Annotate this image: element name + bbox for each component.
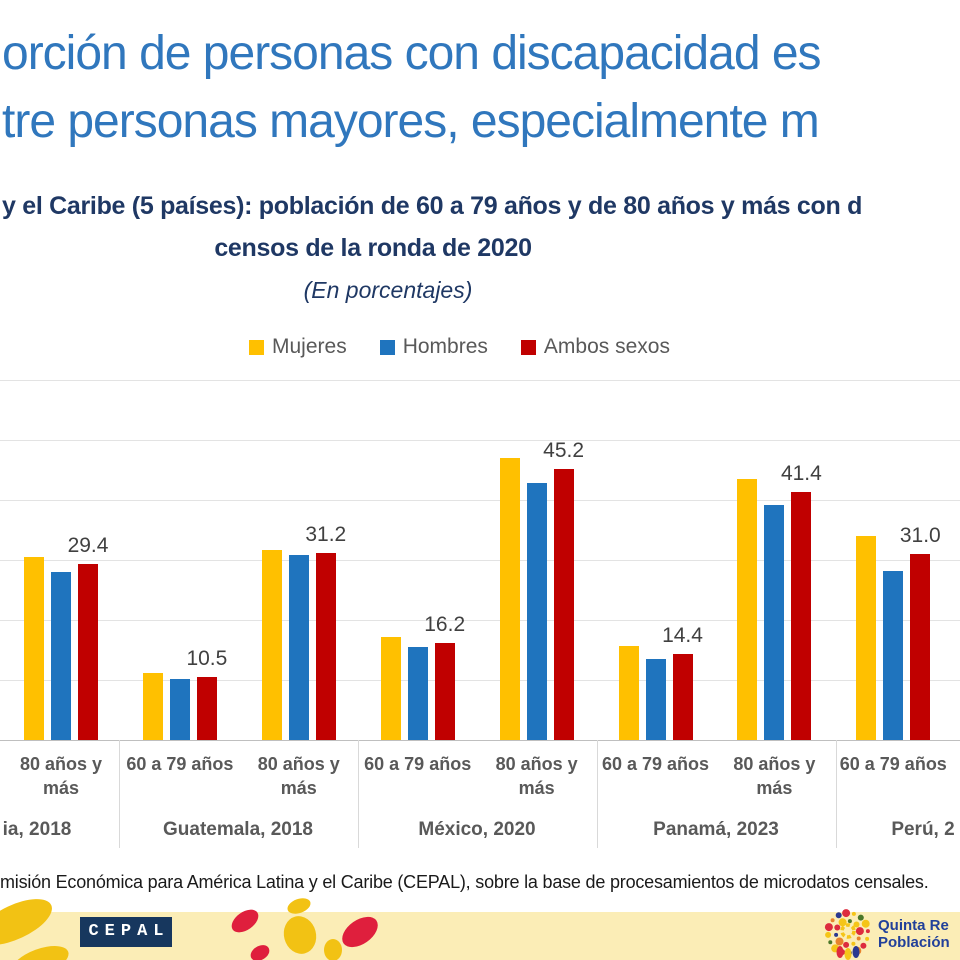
cepal-logo: CEPAL (80, 917, 172, 947)
axis-age-label: 60 a 79 años (364, 754, 472, 774)
axis-age-label: 80 años y más (495, 754, 578, 798)
bar-hombres (407, 647, 428, 740)
conference-logo: Quinta Re Población (818, 906, 960, 960)
bar-hombres (169, 679, 190, 740)
bar-hombres (883, 571, 904, 740)
bar-ambos-sexos (78, 564, 98, 740)
chart-legend: Mujeres Hombres Ambos sexos (249, 334, 670, 360)
banner-dot-icon (7, 939, 73, 960)
axis-country-label: ia, 2018 (2, 819, 72, 840)
source-note: misión Económica para América Latina y e… (0, 872, 929, 892)
legend-label-mujeres: Mujeres (272, 335, 347, 358)
bar-mujeres (142, 673, 163, 740)
bar-mujeres (618, 646, 639, 740)
category-divider-0 (118, 740, 120, 848)
bottom-banner: CEPAL Quinta Re Población (0, 889, 960, 960)
axis-age-label: 80 años y más (19, 754, 103, 798)
legend-label-hombres: Hombres (402, 335, 488, 358)
category-divider-3 (835, 740, 837, 848)
category-divider-1 (357, 740, 359, 848)
axis-age-label: 60 a 79 años (601, 754, 710, 774)
page-title-line2: tre personas mayores, especialmente m (2, 95, 820, 148)
axis-country-label: Guatemala, 2018 (163, 819, 313, 840)
bar-ambos-sexos (672, 654, 693, 740)
bar-hombres (288, 555, 309, 740)
gridline-60 (0, 380, 960, 381)
legend-label-ambos-sexos: Ambos sexos (543, 335, 670, 358)
bar-hombres (645, 659, 666, 740)
bar-value-label: 41.4 (780, 461, 822, 485)
legend-item-hombres: Hombres (379, 335, 488, 359)
legend-swatch-ambos-sexos-icon (520, 339, 536, 355)
axis-country-label: México, 2020 (418, 819, 536, 840)
banner-dot-icon (336, 910, 384, 954)
axis-age-label: 60 a 79 años (839, 754, 947, 774)
bar-hombres (526, 483, 547, 740)
bar-value-label: 45.2 (543, 438, 585, 462)
bar-mujeres (261, 550, 282, 740)
axis-age-label: 80 años y más (733, 754, 816, 798)
category-divider-2 (596, 740, 598, 848)
gridline-50 (0, 440, 960, 441)
bar-ambos-sexos (791, 492, 812, 740)
conference-logo-dots-icon (824, 909, 870, 960)
chart-subtitle-line1: y el Caribe (5 países): población de 60 … (2, 192, 863, 220)
legend-swatch-mujeres-icon (249, 339, 264, 355)
bar-value-label: 10.5 (186, 647, 228, 670)
bar-ambos-sexos (315, 553, 336, 740)
axis-country-label: Panamá, 2023 (653, 819, 779, 840)
page-title-line1: orción de personas con discapacidad es (2, 27, 822, 80)
legend-swatch-hombres-icon (379, 339, 395, 355)
bar-mujeres (499, 458, 520, 740)
bar-mujeres (856, 536, 877, 740)
legend-item-mujeres: Mujeres (249, 335, 347, 359)
bar-ambos-sexos (196, 677, 217, 740)
banner-dot-icon (324, 939, 342, 960)
conference-logo-text: Quinta Re Población (878, 917, 950, 951)
bar-ambos-sexos (910, 554, 931, 740)
bar-value-label: 31.2 (305, 522, 347, 546)
bar-value-label: 31.0 (899, 524, 941, 547)
axis-country-label: Perú, 2 (891, 819, 955, 840)
gridline-30 (0, 560, 960, 561)
banner-dot-icon (247, 941, 273, 960)
legend-item-ambos-sexos: Ambos sexos (520, 335, 670, 359)
bar-hombres (764, 505, 785, 740)
chart-units-note: (En porcentajes) (303, 277, 473, 303)
bar-hombres (51, 572, 71, 740)
conference-logo-line1: Quinta Re (878, 917, 949, 934)
chart-subtitle-line2: censos de la ronda de 2020 (214, 234, 532, 262)
banner-dot-icon (279, 912, 321, 958)
bar-value-label: 14.4 (662, 623, 703, 647)
bar-value-label: 16.2 (424, 612, 466, 636)
bar-mujeres (380, 637, 401, 740)
gridline-10 (0, 680, 960, 681)
bar-value-label: 29.4 (67, 533, 109, 557)
x-axis-line (0, 740, 960, 741)
gridline-40 (0, 500, 960, 501)
gridline-20 (0, 620, 960, 621)
bar-mujeres (24, 557, 44, 740)
axis-age-label: 60 a 79 años (126, 754, 234, 774)
bar-ambos-sexos (553, 469, 574, 740)
axis-age-label: 80 años y más (257, 754, 340, 798)
bar-ambos-sexos (434, 643, 455, 740)
bar-mujeres (737, 479, 758, 740)
conference-logo-line2: Población (878, 934, 950, 951)
